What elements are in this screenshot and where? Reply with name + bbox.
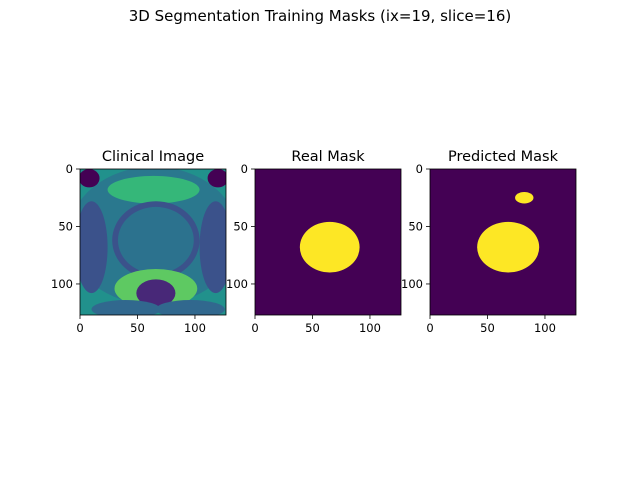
image-gland	[117, 206, 194, 274]
y-tick-label: 0	[66, 162, 73, 176]
panel-image	[80, 169, 226, 315]
mask-region-1	[299, 221, 360, 273]
axes-frame	[79, 168, 227, 316]
y-tick-label: 0	[416, 162, 423, 176]
mask-region-2	[515, 191, 534, 204]
panel-1: Clinical Image 0 50 100 0 50 100	[51, 149, 227, 335]
axes-frame	[254, 168, 402, 316]
panel-3: Predicted Mask 0 50 100 0 50 100	[401, 149, 577, 335]
image-corner-right	[207, 169, 226, 188]
x-tick-label: 100	[184, 321, 206, 335]
panel-2: Real Mask 0 50 100 0 50 100	[226, 149, 402, 335]
image-lower-left	[91, 300, 161, 315]
panel-title: Clinical Image	[102, 149, 204, 165]
image-right-tissue	[199, 201, 226, 294]
panel-title: Real Mask	[291, 149, 365, 165]
y-tick-label: 50	[58, 219, 73, 233]
x-tick-label: 0	[426, 321, 433, 335]
x-tick-label: 0	[76, 321, 83, 335]
mask-region-1	[477, 221, 540, 273]
x-tick-label: 100	[359, 321, 381, 335]
image-left-tissue	[80, 201, 108, 294]
axes-frame	[429, 168, 577, 316]
image-rectum	[136, 279, 176, 307]
y-tick-label: 50	[233, 219, 248, 233]
panel-title: Predicted Mask	[448, 149, 559, 165]
figure-suptitle: 3D Segmentation Training Masks (ix=19, s…	[128, 7, 512, 25]
x-tick-label: 0	[251, 321, 258, 335]
y-tick-label: 50	[408, 219, 423, 233]
panel-image	[430, 169, 576, 315]
x-tick-label: 100	[534, 321, 556, 335]
image-corner-left	[80, 169, 100, 188]
x-tick-label: 50	[305, 321, 320, 335]
x-tick-label: 50	[130, 321, 145, 335]
image-upper-band	[107, 175, 200, 204]
y-tick-label: 0	[241, 162, 248, 176]
panel-image	[255, 169, 401, 315]
image-lower-right	[155, 300, 225, 315]
y-tick-label: 100	[226, 277, 248, 291]
x-tick-label: 50	[480, 321, 495, 335]
y-tick-label: 100	[401, 277, 423, 291]
y-tick-label: 100	[51, 277, 73, 291]
